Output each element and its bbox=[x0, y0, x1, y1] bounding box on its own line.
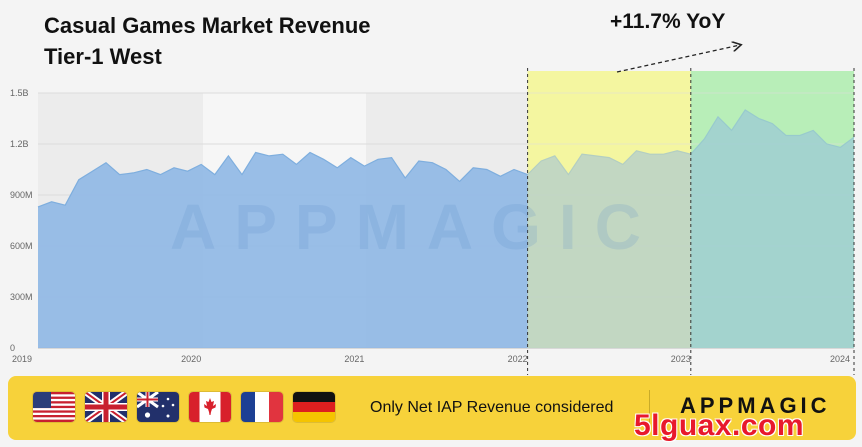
y-tick-label-3: 900M bbox=[10, 190, 33, 200]
title-line-1: Casual Games Market Revenue bbox=[44, 13, 371, 38]
yoy-arrow bbox=[616, 45, 740, 73]
y-tick-label-1: 300M bbox=[10, 292, 33, 302]
revenue-area bbox=[38, 110, 854, 348]
flag-canada-icon bbox=[189, 392, 231, 422]
title-line-2: Tier-1 West bbox=[44, 44, 162, 69]
flag-france-icon bbox=[241, 392, 283, 422]
highlight-overlays bbox=[527, 68, 855, 375]
x-tick-label-0: 2019 bbox=[12, 354, 32, 364]
chart-title: Casual Games Market Revenue Tier-1 West bbox=[44, 10, 371, 72]
flag-germany-icon bbox=[293, 392, 335, 422]
x-tick-label-1: 2020 bbox=[181, 354, 201, 364]
flag-australia-icon bbox=[137, 392, 179, 422]
corner-watermark: 5lguax.com bbox=[634, 409, 805, 442]
x-tick-label-2: 2021 bbox=[344, 354, 364, 364]
footer-note: Only Net IAP Revenue considered bbox=[370, 399, 614, 416]
y-tick-label-0: 0 bbox=[10, 343, 15, 353]
revenue-line bbox=[37, 109, 855, 208]
flag-uk-icon bbox=[85, 392, 127, 422]
brand-logo: APPMAGIC bbox=[680, 393, 831, 418]
flag-us-icon bbox=[33, 392, 75, 422]
chart-watermark: APPMAGIC bbox=[170, 191, 659, 263]
y-tick-label-2: 600M bbox=[10, 241, 33, 251]
yoy-annotation: +11.7% YoY bbox=[610, 10, 726, 33]
y-tick-label-5: 1.5B bbox=[10, 88, 29, 98]
x-tick-label-5: 2024 bbox=[830, 354, 850, 364]
x-tick-label-3: 2022 bbox=[508, 354, 528, 364]
footer-banner: Only Net IAP Revenue considered APPMAGIC bbox=[8, 376, 856, 440]
x-tick-label-4: 2023 bbox=[671, 354, 691, 364]
x-axis: 2019 2020 2021 2022 2023 2024 bbox=[12, 354, 850, 364]
highlight-overlay-1 bbox=[527, 71, 691, 348]
highlight-overlay-2 bbox=[690, 71, 854, 348]
y-tick-label-4: 1.2B bbox=[10, 139, 29, 149]
y-axis: 0 300M 600M 900M 1.2B 1.5B bbox=[10, 88, 33, 353]
footer-divider bbox=[649, 390, 650, 424]
